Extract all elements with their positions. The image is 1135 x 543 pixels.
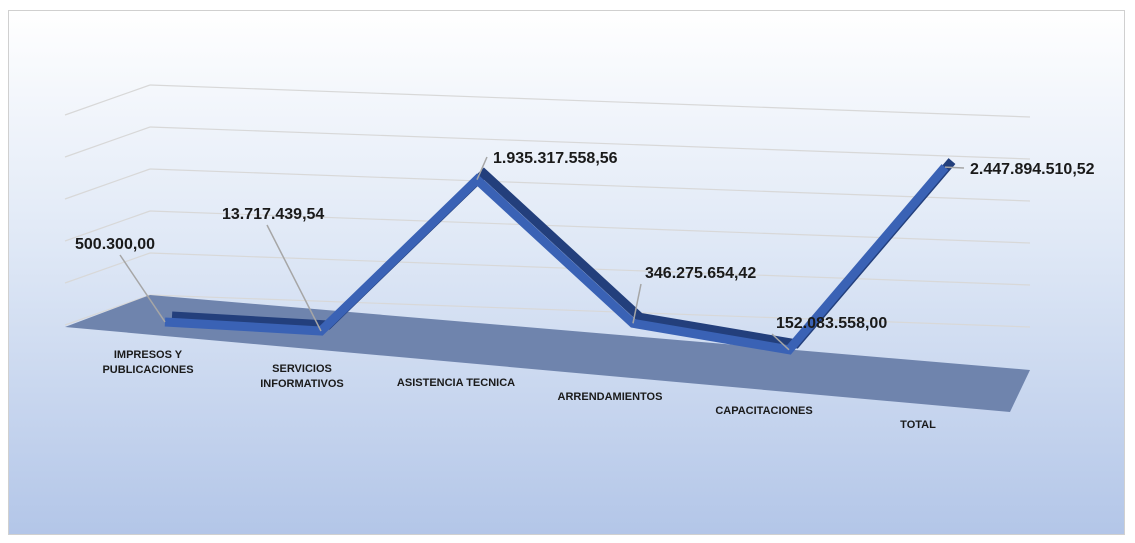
grid-line bbox=[64, 168, 151, 200]
chart-background bbox=[8, 10, 1125, 535]
grid-line bbox=[64, 210, 151, 242]
leader-line bbox=[944, 166, 965, 169]
leader-line bbox=[476, 156, 488, 181]
data-label: 2.447.894.510,52 bbox=[970, 161, 1095, 178]
data-label: 13.717.439,54 bbox=[222, 206, 324, 223]
x-tick-label: ARRENDAMIENTOS bbox=[557, 391, 663, 403]
data-label: 152.083.558,00 bbox=[776, 315, 887, 332]
x-tick-label: SERVICIOS INFORMATIVOS bbox=[260, 363, 344, 390]
x-tick-label: CAPACITACIONES bbox=[715, 405, 813, 417]
leader-line bbox=[266, 224, 322, 332]
grid-line bbox=[64, 294, 151, 326]
grid-line bbox=[149, 168, 1031, 202]
grid-line bbox=[149, 84, 1031, 118]
leader-line bbox=[119, 254, 166, 323]
leader-line bbox=[632, 283, 642, 324]
data-label: 500.300,00 bbox=[75, 236, 155, 253]
x-tick-label: TOTAL bbox=[900, 419, 936, 431]
grid-line bbox=[149, 294, 1031, 328]
leader-line bbox=[771, 333, 790, 351]
data-label: 1.935.317.558,56 bbox=[493, 150, 618, 167]
x-tick-label: ASISTENCIA TECNICA bbox=[396, 377, 516, 389]
grid-line bbox=[64, 84, 151, 116]
data-label: 346.275.654,42 bbox=[645, 265, 756, 282]
grid-line bbox=[64, 252, 151, 284]
grid-line bbox=[149, 126, 1031, 160]
x-tick-label: IMPRESOS Y PUBLICACIONES bbox=[102, 349, 194, 376]
line bbox=[164, 164, 949, 355]
grid-line bbox=[64, 126, 151, 158]
